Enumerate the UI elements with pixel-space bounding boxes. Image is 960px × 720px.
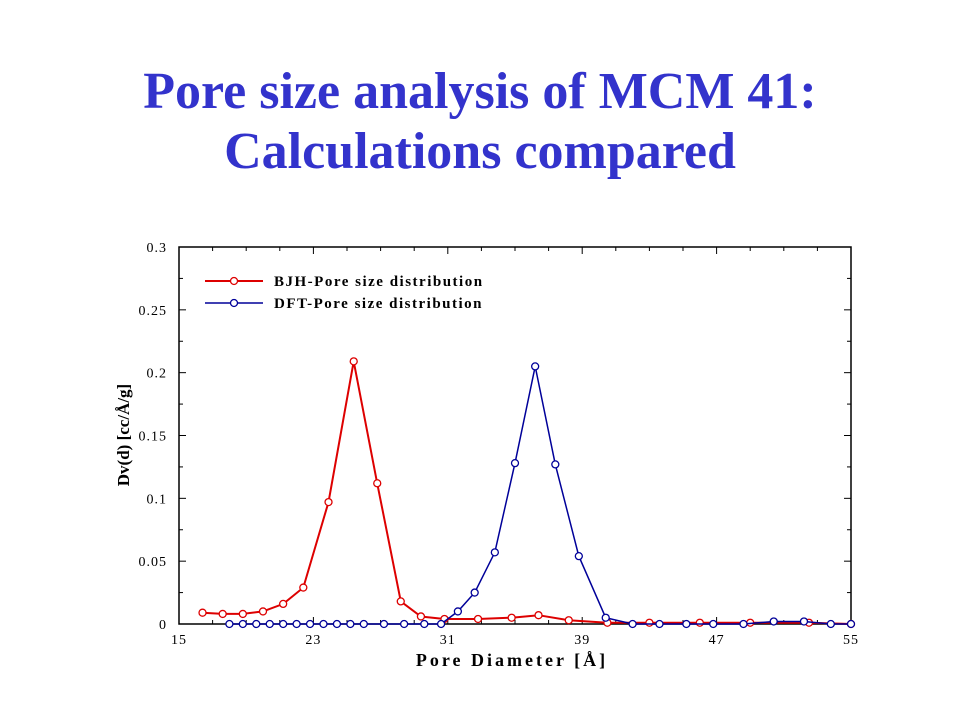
data-point [258,607,268,616]
data-point [238,619,247,629]
data-point [359,619,368,629]
data-point [695,618,704,627]
legend-marker [229,276,239,286]
legend: BJH-Pore size distribution DFT-Pore size … [205,274,484,312]
data-point [473,614,483,624]
legend-label: DFT-Pore size distribution [274,296,483,312]
data-point [436,619,446,629]
series-bjh [198,357,856,629]
slide-title: Pore size analysis of MCM 41: Calculatio… [0,62,960,182]
data-point [324,497,333,507]
data-point [507,613,516,622]
ticks: 15 23 31 39 47 55 0 0.05 0.1 0.15 0.2 0.25 0.3 [139,241,859,648]
x-tick-label: 55 [843,633,859,648]
x-tick-label: 39 [574,633,590,648]
data-point [420,619,429,629]
data-point [198,608,207,617]
data-point [531,362,540,371]
data-point [319,619,328,629]
data-point [645,618,654,627]
data-point [682,619,691,629]
data-point [628,619,637,629]
y-tick-label: 0.2 [147,367,168,382]
legend-marker [229,298,239,308]
series-line [229,366,851,625]
slide-title-line1: Pore size analysis of MCM 41: [143,63,817,120]
slide-title-line2: Calculations compared [224,123,736,180]
data-point [299,583,308,592]
data-point [225,619,234,629]
data-point [252,619,261,629]
data-point [218,609,227,619]
series-line [202,361,852,625]
data-point [534,611,543,620]
data-point [279,619,288,629]
series [198,357,856,629]
data-point [292,619,301,629]
data-point [470,588,479,597]
x-tick-label: 23 [305,633,321,648]
data-point [305,619,315,629]
y-axis-label: Dv(d) [cc/Å/g] [114,384,133,486]
data-point [238,609,247,619]
data-point [709,619,718,629]
data-point [769,617,778,626]
data-point [346,619,355,629]
data-point [655,619,664,629]
y-tick-label: 0 [159,618,167,633]
data-point [379,619,389,629]
data-point [416,612,426,621]
data-point [265,619,274,629]
series-dft [225,362,856,629]
data-point [396,597,405,606]
x-axis-label: Pore Diameter [Å] [416,650,608,670]
x-tick-label: 31 [440,633,456,648]
y-tick-label: 0.25 [139,304,168,319]
data-point [453,607,463,616]
data-point [799,617,809,626]
x-tick-label: 47 [709,633,725,648]
data-point [279,599,288,609]
data-point [349,357,358,366]
y-tick-label: 0.1 [147,492,168,507]
data-point [510,458,520,468]
y-tick-label: 0.05 [139,555,168,570]
data-point [601,613,610,622]
data-point [846,619,856,629]
data-point [574,551,583,561]
data-point [332,619,342,629]
y-tick-label: 0.3 [147,241,168,256]
data-point [739,619,748,629]
x-tick-label: 15 [171,633,187,648]
data-point [373,479,382,488]
y-tick-label: 0.15 [139,430,168,445]
data-point [551,460,560,469]
data-point [399,619,409,629]
data-point [826,619,835,629]
legend-label: BJH-Pore size distribution [274,274,484,290]
data-point [490,548,499,557]
data-point [564,616,573,625]
